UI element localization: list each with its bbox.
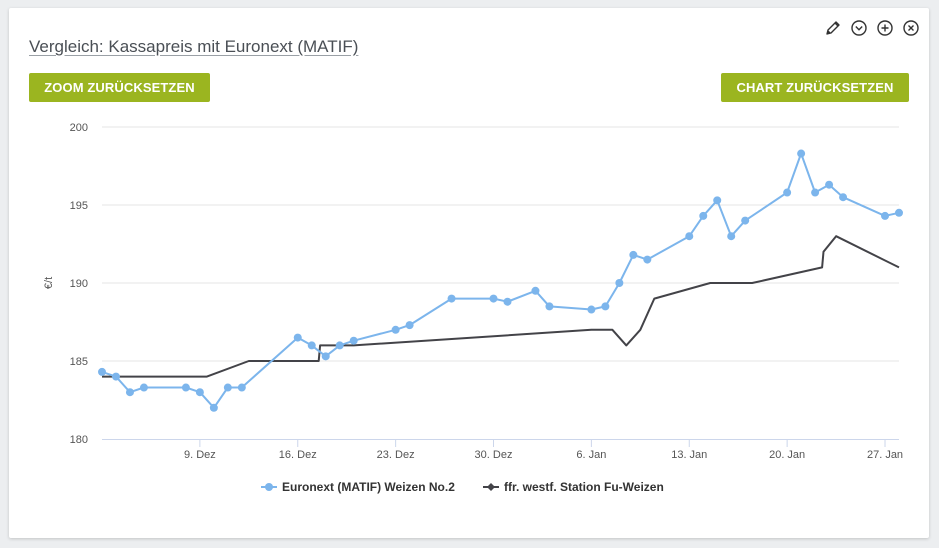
panel-toolbar [823, 18, 921, 38]
data-point[interactable] [321, 352, 330, 361]
close-circle-icon[interactable] [901, 18, 921, 38]
data-point[interactable] [629, 250, 638, 259]
pencil-icon[interactable] [823, 18, 843, 38]
data-point[interactable] [195, 388, 204, 397]
legend-label[interactable]: ffr. westf. Station Fu-Weizen [504, 480, 664, 494]
chart-panel: Vergleich: Kassapreis mit Euronext (MATI… [9, 8, 929, 538]
data-point[interactable] [741, 216, 750, 225]
data-point[interactable] [181, 383, 190, 392]
data-point[interactable] [545, 302, 554, 311]
x-tick-label: 30. Dez [475, 449, 513, 461]
data-point[interactable] [839, 193, 848, 202]
line-chart: 180 185 190 195 200 9. Dez 16. Dez 23. Dez 30. D… [43, 122, 903, 494]
data-point[interactable] [503, 297, 512, 306]
data-point[interactable] [349, 336, 358, 345]
data-point[interactable] [335, 341, 344, 350]
y-tick-label: 185 [70, 356, 88, 368]
data-point[interactable] [391, 325, 400, 334]
x-tick-label: 13. Jan [671, 449, 707, 461]
y-tick-label: 190 [70, 278, 88, 290]
x-tick-label: 16. Dez [279, 449, 317, 461]
x-tick-label: 27. Jan [867, 449, 903, 461]
legend-marker [487, 483, 495, 491]
data-point[interactable] [825, 180, 834, 189]
series-layer [98, 149, 903, 412]
grid-lines [102, 126, 899, 362]
data-point[interactable] [685, 232, 694, 241]
chevron-down-circle-icon[interactable] [849, 18, 869, 38]
y-tick-label: 200 [70, 122, 88, 134]
legend-marker [265, 483, 273, 491]
legend-label[interactable]: Euronext (MATIF) Weizen No.2 [282, 480, 455, 494]
data-point[interactable] [811, 188, 820, 197]
legend-item-2[interactable]: ffr. westf. Station Fu-Weizen [483, 480, 664, 494]
x-tick-label: 9. Dez [184, 449, 216, 461]
data-point[interactable] [643, 255, 652, 264]
series-line[interactable] [101, 152, 900, 409]
data-point[interactable] [797, 149, 806, 158]
axes: 180 185 190 195 200 9. Dez 16. Dez 23. Dez 30. D… [70, 122, 903, 461]
plus-circle-icon[interactable] [875, 18, 895, 38]
x-tick-label: 6. Jan [576, 449, 606, 461]
series-2[interactable] [102, 235, 900, 378]
series-1[interactable] [98, 149, 903, 412]
data-point[interactable] [881, 211, 890, 220]
y-tick-label: 195 [70, 200, 88, 212]
data-point[interactable] [293, 333, 302, 342]
y-tick-label: 180 [70, 434, 88, 446]
data-point[interactable] [139, 383, 148, 392]
chart-reset-button[interactable]: CHART ZURÜCKSETZEN [721, 73, 909, 102]
data-point[interactable] [98, 367, 106, 376]
data-point[interactable] [447, 294, 456, 303]
data-point[interactable] [125, 388, 134, 397]
data-point[interactable] [531, 286, 540, 295]
panel-title[interactable]: Vergleich: Kassapreis mit Euronext (MATI… [29, 37, 359, 56]
data-point[interactable] [783, 188, 792, 197]
zoom-reset-button[interactable]: ZOOM ZURÜCKSETZEN [29, 73, 210, 102]
data-point[interactable] [727, 232, 736, 241]
data-point[interactable] [209, 403, 218, 412]
data-point[interactable] [615, 279, 624, 287]
x-tick-label: 23. Dez [377, 449, 415, 461]
data-point[interactable] [587, 305, 596, 314]
legend-item-1[interactable]: Euronext (MATIF) Weizen No.2 [261, 480, 455, 494]
data-point[interactable] [237, 383, 246, 392]
x-tick-label: 20. Jan [769, 449, 805, 461]
data-point[interactable] [307, 341, 316, 350]
data-point[interactable] [489, 294, 498, 303]
data-point[interactable] [713, 196, 722, 205]
data-point[interactable] [111, 372, 120, 381]
data-point[interactable] [699, 211, 708, 220]
y-axis-label: €/t [43, 277, 55, 289]
data-point[interactable] [223, 383, 232, 392]
data-point[interactable] [405, 321, 414, 330]
series-line[interactable] [102, 235, 900, 378]
data-point[interactable] [601, 302, 610, 311]
data-point[interactable] [895, 208, 903, 217]
legend[interactable]: Euronext (MATIF) Weizen No.2 ffr. westf. … [261, 480, 664, 494]
